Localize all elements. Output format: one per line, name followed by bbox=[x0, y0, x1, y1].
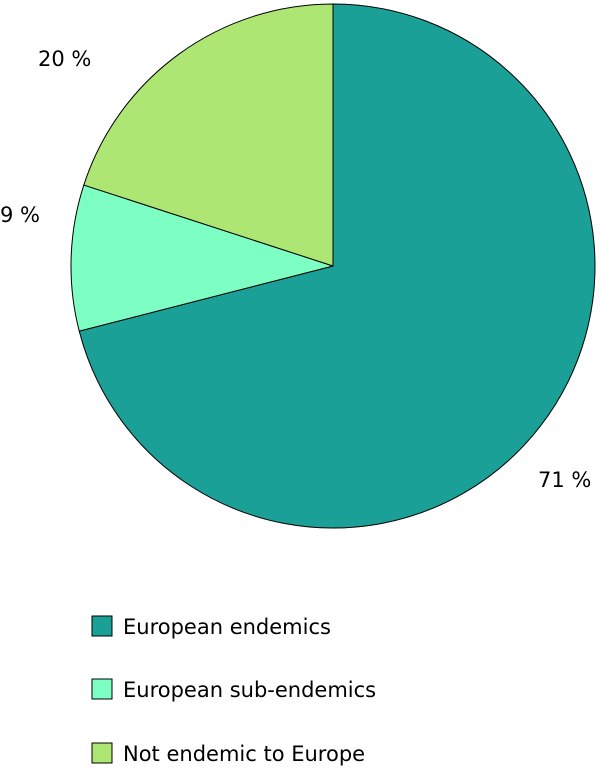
slice-label-european-sub-endemics: 9 % bbox=[0, 203, 40, 227]
pie-slice-labels: 71 % 9 % 20 % bbox=[0, 47, 591, 492]
pie-slice-not-endemic bbox=[83, 3, 334, 267]
legend-label-european-endemics: European endemics bbox=[123, 615, 331, 639]
legend-label-not-endemic: Not endemic to Europe bbox=[123, 742, 365, 766]
legend-swatch-not-endemic bbox=[91, 742, 113, 764]
slice-label-not-endemic: 20 % bbox=[38, 47, 91, 71]
legend: European endemics European sub-endemics … bbox=[91, 615, 376, 766]
legend-item-not-endemic: Not endemic to Europe bbox=[91, 742, 365, 766]
legend-swatch-european-sub-endemics bbox=[91, 678, 113, 700]
pie-slices bbox=[70, 3, 596, 529]
legend-item-european-sub-endemics: European sub-endemics bbox=[91, 678, 376, 702]
pie-slice-european-sub-endemics bbox=[70, 184, 334, 332]
legend-label-european-sub-endemics: European sub-endemics bbox=[123, 678, 376, 702]
legend-swatch-european-endemics bbox=[91, 615, 113, 637]
pie-slice-european-endemics bbox=[78, 3, 596, 529]
legend-item-european-endemics: European endemics bbox=[91, 615, 331, 639]
slice-label-european-endemics: 71 % bbox=[538, 468, 591, 492]
